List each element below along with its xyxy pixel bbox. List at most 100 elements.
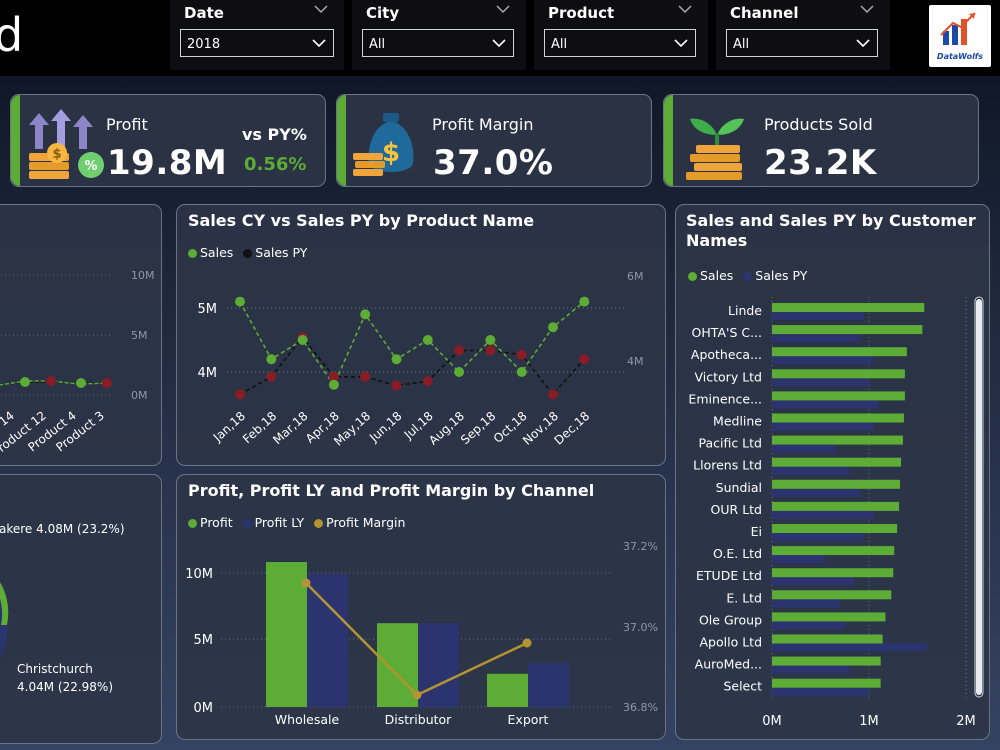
sales-bar[interactable]: [772, 590, 892, 600]
slicer-city[interactable]: City All: [352, 0, 526, 70]
legend-label: Profit Margin: [326, 515, 406, 530]
slicer-product[interactable]: Product All: [534, 0, 708, 70]
sales-point[interactable]: [579, 296, 590, 307]
sales-point[interactable]: [516, 367, 527, 377]
sales-point[interactable]: [454, 367, 465, 377]
scrollbar-thumb[interactable]: [976, 299, 982, 695]
sales-py-bar[interactable]: [772, 356, 874, 365]
sales-py-bar[interactable]: [772, 665, 850, 674]
category-label: OHTA'S C...: [692, 325, 762, 340]
sales-point[interactable]: [548, 322, 558, 333]
sales-point[interactable]: [391, 354, 402, 365]
sales-py-bar[interactable]: [772, 466, 850, 475]
sales-py-point[interactable]: [485, 345, 496, 356]
profit-ly-bar[interactable]: [307, 574, 348, 707]
sales-py-point[interactable]: [266, 371, 277, 382]
product-dropdown[interactable]: All: [544, 29, 696, 57]
sales-bar[interactable]: [772, 479, 901, 489]
profit-margin-point[interactable]: [522, 638, 532, 648]
sales-point[interactable]: [297, 335, 308, 345]
sales-py-bar[interactable]: [772, 378, 869, 387]
kpi-label: Profit: [106, 115, 148, 134]
slicer-channel[interactable]: Channel All: [716, 0, 890, 70]
sales-bar[interactable]: [772, 391, 905, 401]
sales-py-bar[interactable]: [772, 599, 840, 608]
sales-py-bar[interactable]: [772, 555, 826, 564]
sales-py-bar[interactable]: [772, 621, 845, 630]
legend-item-profit[interactable]: Profit: [188, 515, 233, 530]
sales-py-bar[interactable]: [772, 643, 928, 652]
date-dropdown[interactable]: 2018: [180, 29, 334, 57]
chevron-down-icon[interactable]: [312, 2, 330, 16]
chevron-down-icon[interactable]: [494, 2, 512, 16]
slicer-label: Channel: [730, 4, 799, 22]
chevron-down-icon[interactable]: [858, 2, 876, 16]
sales-bar[interactable]: [772, 501, 900, 511]
sales-py-point[interactable]: [516, 349, 527, 360]
scrollbar[interactable]: [974, 296, 984, 698]
legend-item-sales-py[interactable]: Sales PY: [743, 268, 807, 283]
sales-bar[interactable]: [772, 678, 881, 688]
sales-point[interactable]: [360, 309, 371, 320]
city-dropdown[interactable]: All: [362, 29, 514, 57]
profit-bar[interactable]: [487, 673, 528, 707]
legend-item-sales[interactable]: Sales: [688, 268, 733, 283]
sales-point[interactable]: [422, 335, 433, 345]
sales-bar[interactable]: [772, 568, 894, 578]
sales-py-point[interactable]: [391, 380, 402, 391]
channel-dropdown[interactable]: All: [726, 29, 878, 57]
sales-point[interactable]: [485, 335, 496, 345]
sales-py-point[interactable]: [548, 389, 558, 400]
sales-py-bar[interactable]: [772, 510, 874, 519]
slicer-date[interactable]: Date 2018: [170, 0, 344, 70]
x-tick-label: Distributor: [385, 712, 453, 727]
y-tick-label: 10M: [185, 567, 213, 582]
sales-py-point[interactable]: [328, 371, 339, 382]
category-label: Victory Ltd: [695, 369, 762, 384]
sales-bar[interactable]: [772, 634, 883, 644]
legend-item-profit-ly[interactable]: Profit LY: [242, 515, 304, 530]
profit-bar[interactable]: [266, 562, 307, 707]
sales-bar[interactable]: [772, 325, 923, 335]
sales-py-point[interactable]: [422, 376, 433, 387]
chevron-down-icon[interactable]: [676, 2, 694, 16]
legend-item-sales[interactable]: Sales: [188, 245, 233, 260]
sales-py-bar[interactable]: [772, 687, 869, 696]
sales-py-point[interactable]: [235, 389, 245, 400]
sales-point[interactable]: [328, 379, 339, 390]
sales-point[interactable]: [235, 296, 245, 307]
sales-py-bar[interactable]: [772, 400, 879, 409]
sales-bar[interactable]: [772, 546, 895, 556]
sales-bar[interactable]: [772, 457, 902, 467]
profit-margin-point[interactable]: [301, 578, 311, 588]
sales-bar[interactable]: [772, 435, 903, 445]
sales-py-bar[interactable]: [772, 334, 860, 343]
legend-item-profit-margin[interactable]: Profit Margin: [314, 515, 405, 530]
profit-bar[interactable]: [377, 623, 418, 707]
sales-py-point[interactable]: [454, 345, 465, 356]
sales-py-point[interactable]: [579, 354, 590, 365]
sales-bar[interactable]: [772, 612, 886, 622]
profit-ly-bar[interactable]: [418, 623, 459, 707]
sales-py-bar[interactable]: [772, 312, 865, 320]
sales-bar[interactable]: [772, 656, 881, 666]
sales-py-bar[interactable]: [772, 488, 860, 497]
kpi-label: Profit Margin: [432, 115, 534, 134]
profit-ly-bar[interactable]: [528, 663, 569, 707]
sales-py-bar[interactable]: [772, 533, 865, 541]
sales-py-bar[interactable]: [772, 444, 836, 453]
sales-bar[interactable]: [772, 524, 898, 533]
kpi-label: Products Sold: [764, 115, 873, 134]
data-point: [46, 376, 56, 386]
sales-bar[interactable]: [772, 369, 905, 379]
legend-item-sales-py[interactable]: Sales PY: [243, 245, 307, 260]
sales-bar[interactable]: [772, 347, 907, 357]
profit-margin-point[interactable]: [412, 690, 422, 700]
profit-coins-icon: $ %: [29, 109, 104, 179]
sales-py-bar[interactable]: [772, 422, 874, 431]
sales-point[interactable]: [266, 354, 277, 365]
sales-py-bar[interactable]: [772, 577, 855, 586]
sales-bar[interactable]: [772, 413, 904, 423]
sales-py-point[interactable]: [360, 371, 371, 382]
sales-bar[interactable]: [772, 303, 925, 312]
